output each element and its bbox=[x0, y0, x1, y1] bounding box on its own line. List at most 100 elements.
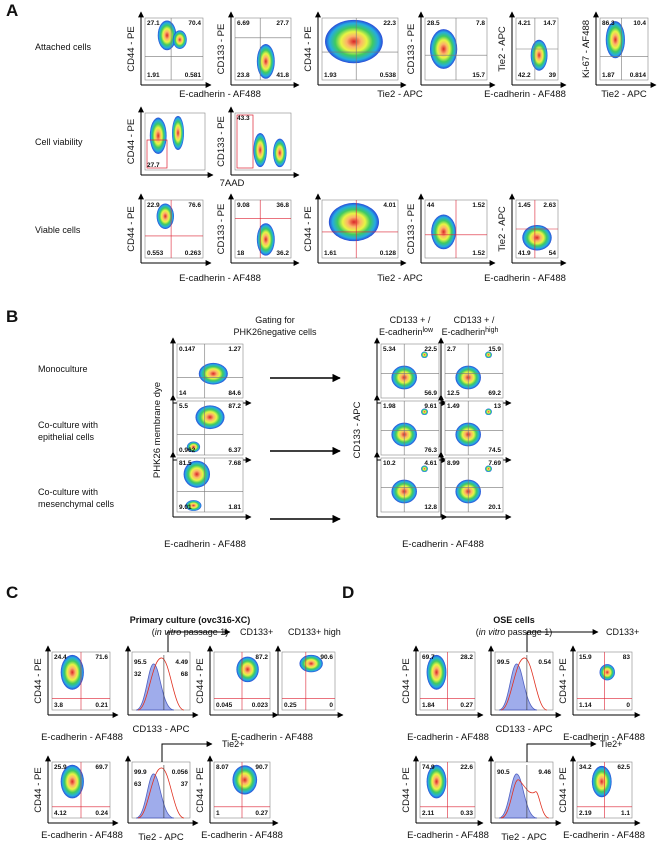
y-axis-label: CD44 - PE bbox=[195, 658, 206, 703]
density-blob bbox=[253, 132, 267, 168]
x-axis-label: E-cadherin - AF488 bbox=[563, 732, 645, 743]
quadrant-value: 74.5 bbox=[488, 447, 501, 454]
x-axis-label: E-cadherin - AF488 bbox=[201, 830, 283, 841]
row-label: Co-culture with bbox=[38, 420, 98, 430]
density-blob bbox=[426, 654, 447, 690]
quadrant-value: 87.2 bbox=[228, 403, 241, 410]
x-axis-label: E-cadherin - AF488 bbox=[484, 273, 566, 284]
quadrant-value: 22.6 bbox=[460, 764, 473, 771]
column-header: CD133 + / bbox=[390, 315, 431, 325]
panel-title: OSE cells bbox=[493, 615, 535, 625]
quadrant-value: 1.61 bbox=[324, 250, 337, 257]
y-axis-label: Tie2 - APC bbox=[497, 206, 508, 252]
density-blob bbox=[426, 764, 447, 799]
quadrant-value: 28.5 bbox=[427, 20, 440, 27]
quadrant-value: 9.01 bbox=[179, 504, 192, 511]
density-blob bbox=[325, 19, 383, 64]
quadrant-value: 10.4 bbox=[633, 20, 646, 27]
quadrant-value: 4.01 bbox=[383, 202, 396, 209]
quadrant-value: 36.8 bbox=[276, 202, 289, 209]
x-axis-label: E-cadherin - AF488 bbox=[179, 89, 261, 100]
quadrant-value: 56.9 bbox=[424, 390, 437, 397]
density-blob bbox=[299, 654, 323, 673]
density-blob bbox=[60, 654, 84, 690]
quadrant-value: 0.045 bbox=[216, 702, 233, 709]
y-axis-label: CD44 - PE bbox=[33, 767, 44, 812]
quadrant-value: 90.7 bbox=[255, 764, 268, 771]
quadrant-value: 0.538 bbox=[380, 72, 397, 79]
quadrant-value: 76.6 bbox=[188, 202, 201, 209]
quadrant-value: 86.3 bbox=[602, 20, 615, 27]
quadrant-value: 2.11 bbox=[422, 810, 435, 817]
y-axis-label: CD133 - PE bbox=[216, 24, 227, 75]
quadrant-value: 41.8 bbox=[276, 72, 289, 79]
y-axis-label: Tie2 - APC bbox=[497, 26, 508, 72]
gate-label: Tie2+ bbox=[600, 739, 622, 749]
density-blob bbox=[599, 664, 615, 681]
quadrant-value: 8.99 bbox=[447, 460, 460, 467]
quadrant-value: 18 bbox=[237, 250, 245, 257]
row-label: epithelial cells bbox=[38, 432, 95, 442]
density-blob bbox=[605, 21, 625, 59]
quadrant-value: 0.27 bbox=[460, 702, 473, 709]
y-axis-label: CD133 - PE bbox=[406, 204, 417, 255]
quadrant-value: 14.7 bbox=[543, 20, 556, 27]
x-axis-label: Tie2 - APC bbox=[501, 832, 547, 843]
x-axis-label: Tie2 - APC bbox=[138, 832, 184, 843]
gate-arrow bbox=[161, 741, 213, 762]
quadrant-value: 24.4 bbox=[54, 654, 67, 661]
y-axis-label: CD44 - PE bbox=[195, 767, 206, 812]
panel-letter: B bbox=[6, 307, 18, 326]
quadrant-value: 2.7 bbox=[447, 346, 456, 353]
quadrant-value: 99.5 bbox=[497, 659, 510, 666]
quadrant-value: 9.61 bbox=[424, 403, 437, 410]
gating-header: Gating for bbox=[255, 315, 295, 325]
quadrant-value: 7.69 bbox=[488, 460, 501, 467]
x-axis-label: E-cadherin - AF488 bbox=[407, 732, 489, 743]
quadrant-value: 68 bbox=[181, 671, 189, 678]
quadrant-value: 0.25 bbox=[284, 702, 297, 709]
x-axis-label: E-cadherin - AF488 bbox=[41, 830, 123, 841]
x-axis-label: E-cadherin - AF488 bbox=[179, 273, 261, 284]
y-axis-label: CD133 - PE bbox=[406, 24, 417, 75]
density-blob bbox=[328, 202, 380, 242]
row-label: Viable cells bbox=[35, 225, 81, 235]
x-axis-label: E-cadherin - AF488 bbox=[563, 830, 645, 841]
quadrant-value: 4.49 bbox=[175, 659, 188, 666]
density-blob bbox=[256, 223, 275, 256]
gate bbox=[146, 139, 168, 169]
quadrant-value: 0.128 bbox=[380, 250, 397, 257]
row-label: Attached cells bbox=[35, 42, 92, 52]
quadrant-value: 5.5 bbox=[179, 403, 188, 410]
quadrant-value: 1.49 bbox=[447, 403, 460, 410]
density-blob bbox=[485, 408, 492, 416]
y-axis-label: CD44 - PE bbox=[401, 767, 412, 812]
quadrant-value: 0.023 bbox=[252, 702, 269, 709]
density-blob bbox=[232, 765, 258, 795]
quadrant-value: 6.37 bbox=[228, 447, 241, 454]
quadrant-value: 22.9 bbox=[147, 202, 160, 209]
quadrant-value: 43.3 bbox=[237, 115, 250, 122]
quadrant-value: 0.33 bbox=[460, 810, 473, 817]
quadrant-value: 32 bbox=[134, 671, 142, 678]
density-blob bbox=[421, 408, 428, 416]
quadrant-value: 20.1 bbox=[488, 504, 501, 511]
panel-letter: D bbox=[342, 583, 354, 602]
y-axis-label: CD44 - PE bbox=[126, 206, 137, 251]
y-axis-label: CD44 - PE bbox=[126, 26, 137, 71]
density-blob bbox=[195, 405, 225, 430]
x-axis-label: Tie2 - APC bbox=[377, 89, 423, 100]
quadrant-value: 0.263 bbox=[185, 250, 202, 257]
quadrant-value: 6.69 bbox=[237, 20, 250, 27]
quadrant-value: 1.87 bbox=[602, 72, 615, 79]
panel-letter: A bbox=[6, 1, 18, 20]
panel-letter: C bbox=[6, 583, 18, 602]
column-header: CD133 + / bbox=[454, 315, 495, 325]
quadrant-value: 1.52 bbox=[472, 250, 485, 257]
gate-label: CD133+ bbox=[240, 627, 273, 637]
density-blob bbox=[186, 441, 201, 453]
quadrant-value: 90.5 bbox=[497, 769, 510, 776]
x-axis-label: Tie2 - APC bbox=[377, 273, 423, 284]
density-blob bbox=[256, 44, 275, 79]
quadrant-value: 0.553 bbox=[147, 250, 164, 257]
